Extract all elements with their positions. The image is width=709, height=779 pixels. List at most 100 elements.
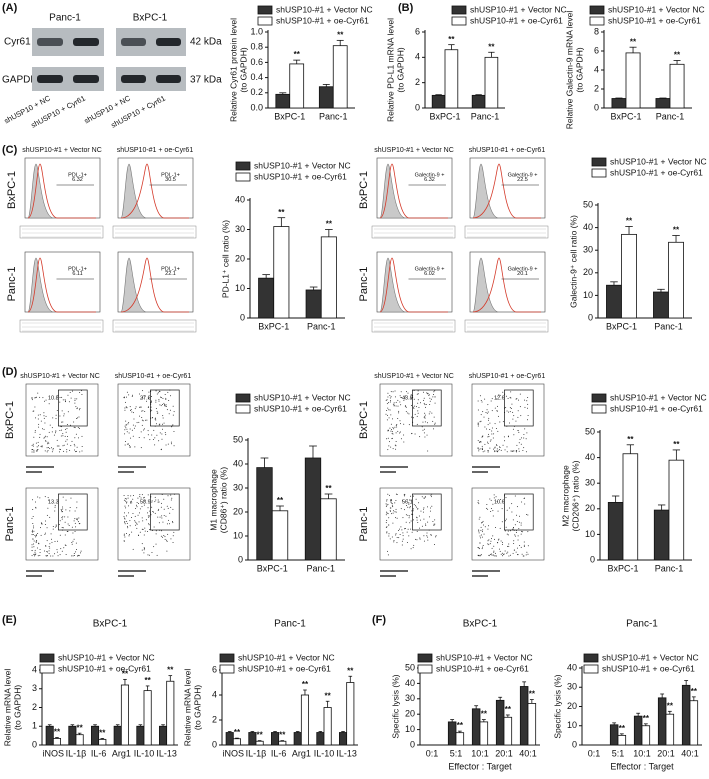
event-dot (423, 432, 425, 434)
event-dot (153, 526, 155, 528)
event-dot (161, 438, 163, 440)
panel-label: (F) (372, 614, 386, 626)
stats-table (464, 319, 549, 333)
event-dot (480, 400, 482, 402)
event-dot (56, 540, 58, 542)
event-dot (388, 402, 390, 404)
event-dot (477, 447, 479, 449)
blot-band (37, 75, 63, 83)
event-dot (526, 400, 528, 402)
event-dot (404, 396, 406, 398)
event-dot (79, 451, 81, 453)
event-dot (484, 450, 486, 452)
event-dot (395, 401, 397, 403)
x-tick-label: BxPC-1 (607, 563, 638, 573)
histogram-sample (379, 257, 448, 313)
event-dot (123, 540, 125, 542)
event-dot (517, 410, 519, 412)
event-dot (410, 528, 412, 530)
event-dot (424, 496, 426, 498)
bar (431, 94, 446, 109)
event-dot (428, 413, 430, 415)
event-dot (495, 398, 497, 400)
event-dot (142, 429, 144, 431)
panel-label: (D) (2, 366, 18, 378)
event-dot (65, 431, 67, 433)
event-dot (516, 514, 518, 516)
event-dot (143, 395, 145, 397)
event-dot (51, 431, 53, 433)
event-dot (518, 448, 520, 450)
event-dot (37, 418, 39, 420)
event-dot (173, 531, 175, 533)
event-dot (434, 423, 436, 425)
gate-box (504, 389, 534, 427)
event-dot (413, 544, 415, 546)
event-dot (168, 399, 170, 401)
event-dot (397, 399, 399, 401)
significance: ** (673, 440, 680, 449)
event-dot (417, 522, 419, 524)
event-dot (132, 513, 134, 515)
event-dot (75, 433, 77, 435)
event-dot (504, 530, 506, 532)
event-dot (396, 426, 398, 428)
event-dot (67, 516, 69, 518)
event-dot (408, 503, 410, 505)
event-dot (485, 411, 487, 413)
event-dot (518, 450, 520, 452)
event-dot (168, 519, 170, 521)
significance: ** (488, 42, 495, 51)
event-dot (171, 520, 173, 522)
group-header: shUSP10-#1 + Vector NC (22, 147, 102, 154)
event-dot (140, 431, 142, 433)
event-dot (480, 554, 482, 556)
event-dot (386, 409, 388, 411)
event-dot (387, 554, 389, 556)
event-dot (497, 539, 499, 541)
x-tick-label: IL-1β (66, 748, 87, 758)
y-tick-label: 0.8 (250, 42, 263, 52)
event-dot (60, 509, 62, 511)
event-dot (421, 525, 423, 527)
event-dot (391, 502, 393, 504)
event-dot (513, 543, 515, 545)
gate-box (58, 493, 88, 531)
bar (607, 501, 624, 561)
event-dot (45, 440, 47, 442)
event-dot (512, 428, 514, 430)
row-label: Panc-1 (4, 507, 16, 542)
event-dot (433, 544, 435, 546)
event-dot (392, 418, 394, 420)
event-dot (38, 426, 40, 428)
event-dot (164, 405, 166, 407)
event-dot (477, 425, 479, 427)
event-dot (395, 445, 397, 447)
event-dot (60, 548, 62, 550)
event-dot (393, 404, 395, 406)
bar (611, 98, 627, 109)
event-dot (433, 523, 435, 525)
event-dot (75, 551, 77, 553)
chart-title: BxPC-1 (463, 619, 498, 630)
x-tick-label: 10:1 (471, 748, 489, 758)
event-dot (61, 511, 63, 513)
event-dot (148, 515, 150, 517)
bar (503, 716, 513, 746)
event-dot (501, 521, 503, 523)
event-dot (59, 429, 61, 431)
event-dot (74, 398, 76, 400)
event-dot (385, 399, 387, 401)
stats-table (464, 225, 549, 239)
event-dot (527, 514, 529, 516)
event-dot (524, 399, 526, 401)
event-dot (131, 394, 133, 396)
event-dot (403, 423, 405, 425)
event-dot (39, 497, 41, 499)
event-dot (48, 431, 50, 433)
event-dot (64, 435, 66, 437)
event-dot (389, 507, 391, 509)
event-dot (155, 417, 157, 419)
event-dot (36, 446, 38, 448)
x-tick-label: Arg1 (292, 748, 311, 758)
